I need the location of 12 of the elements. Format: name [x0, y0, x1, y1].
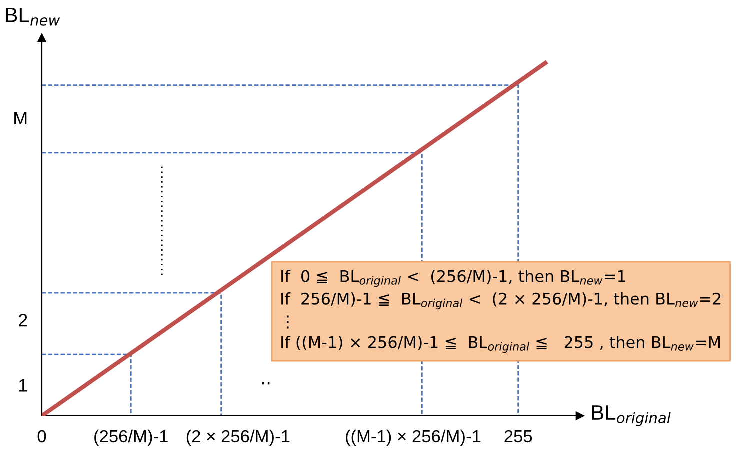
x-axis-title: BL$_{original}$ — [592, 406, 671, 426]
y-axis-title: BL$_{new}$ — [6, 8, 60, 26]
x-tick-label: (256/M)-1 — [94, 430, 168, 446]
x-tick-label: ((M-1) × 256/M)-1 — [346, 430, 481, 446]
y-tick-label: M — [14, 112, 27, 124]
y-tick-label: 2 — [18, 314, 28, 327]
x-tick-label: (2 × 256/M)-1 — [186, 430, 290, 446]
y-tick-label: 1 — [19, 379, 28, 392]
annotation: ‥ — [262, 382, 270, 385]
x-tick-label: 0 — [38, 430, 46, 443]
text: If 0 ≦ BL$_{original}$ < (256/M)-1, then BL$_{new}$=1 If 256/M)-1 ≦ BL$_{original}$ < (2 × 256/M)-1, then BL$_{new}$=2 ⋮ If ((M-1) × 256/M)-1 ≦ BL$_{original}$ ≦ 255 , then BL$_{new}$=M — [282, 270, 721, 354]
x-tick-label: 255 — [504, 430, 532, 443]
